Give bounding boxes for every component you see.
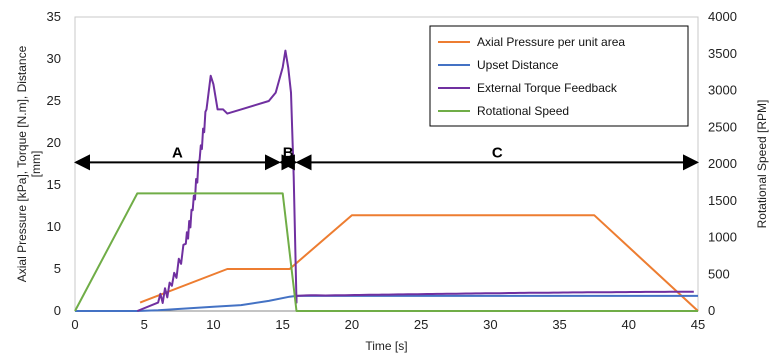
- legend-label: Axial Pressure per unit area: [477, 35, 625, 49]
- x-tick-label: 30: [483, 317, 497, 332]
- y-right-tick-label: 500: [708, 266, 730, 281]
- y-right-tick-label: 1500: [708, 193, 737, 208]
- y-left-axis-title-line: Axial Pressure [kPa], Torque [N.m], Dist…: [15, 45, 29, 282]
- y-left-tick-label: 5: [54, 261, 61, 276]
- axes-layer: 0 5 10 15 20 25 30 35 40 450510152025303505001000…: [15, 9, 769, 353]
- x-tick-label: 35: [552, 317, 566, 332]
- x-tick-label: 45: [691, 317, 705, 332]
- x-tick-label: 0: [71, 317, 78, 332]
- y-right-axis-title: Rotational Speed [RPM]: [755, 100, 769, 229]
- legend-label: Upset Distance: [477, 58, 559, 72]
- y-right-tick-label: 3500: [708, 46, 737, 61]
- x-tick-label: 5: [141, 317, 148, 332]
- y-left-tick-label: 35: [47, 9, 61, 24]
- y-right-tick-label: 4000: [708, 9, 737, 24]
- phase-label: B: [283, 144, 294, 161]
- y-left-axis-title: Axial Pressure [kPa], Torque [N.m], Dist…: [15, 45, 43, 282]
- y-right-tick-label: 3000: [708, 83, 737, 98]
- y-right-tick-label: 1000: [708, 230, 737, 245]
- y-left-tick-label: 10: [47, 219, 61, 234]
- x-tick-label: 15: [275, 317, 289, 332]
- phase-label: C: [492, 144, 503, 161]
- y-right-tick-label: 2000: [708, 156, 737, 171]
- y-right-tick-label: 2500: [708, 119, 737, 134]
- x-axis-title: Time [s]: [365, 339, 407, 353]
- series-line: [75, 294, 698, 312]
- legend: Axial Pressure per unit area Upset Distan…: [429, 25, 689, 127]
- legend-label: External Torque Feedback: [477, 81, 618, 95]
- legend-label: Rotational Speed: [477, 104, 569, 118]
- y-left-tick-label: 25: [47, 93, 61, 108]
- y-left-tick-label: 0: [54, 303, 61, 318]
- y-left-tick-label: 20: [47, 135, 61, 150]
- x-tick-label: 25: [414, 317, 428, 332]
- legend-box: [429, 25, 689, 127]
- series-line: [139, 214, 699, 312]
- x-tick-label: 40: [622, 317, 636, 332]
- series-layer: [74, 49, 699, 312]
- y-left-tick-label: 30: [47, 51, 61, 66]
- y-right-tick-label: 0: [708, 303, 715, 318]
- y-left-axis-title-line: [mm]: [29, 151, 43, 178]
- x-tick-label: 20: [345, 317, 359, 332]
- series-line: [74, 192, 698, 312]
- series-line: [136, 49, 694, 312]
- y-left-tick-label: 15: [47, 177, 61, 192]
- x-tick-label: 10: [206, 317, 220, 332]
- annotation-layer: A B C: [74, 144, 699, 171]
- phase-label: A: [172, 144, 183, 161]
